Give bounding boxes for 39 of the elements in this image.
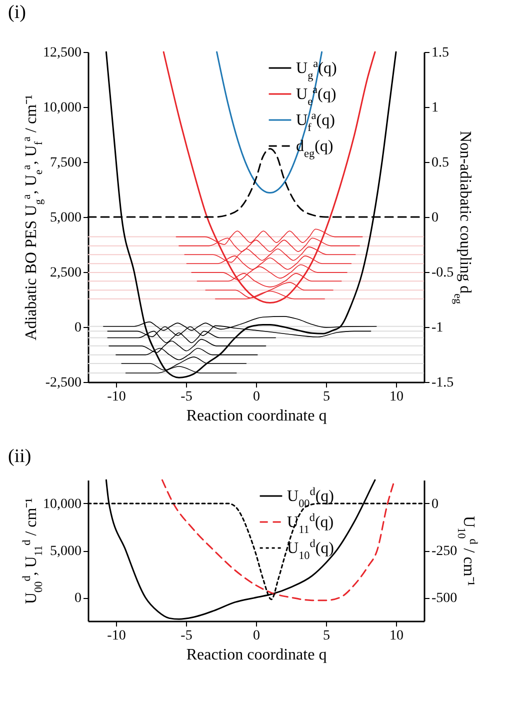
y2-tick-label: -250 <box>432 544 458 559</box>
x-tick-label: -10 <box>107 628 126 644</box>
y-tick-label: 5,000 <box>50 544 82 559</box>
x-tick-label: 10 <box>390 390 404 404</box>
x-tick-label: 0 <box>253 390 260 404</box>
line-series <box>162 51 376 304</box>
y-tick-label: 7,500 <box>50 156 82 170</box>
y-tick-label: 0 <box>74 591 82 606</box>
y2-tick-label: 1.5 <box>432 46 449 60</box>
chart-title: (ii) <box>8 446 32 468</box>
y2-tick-label: 0 <box>432 497 438 512</box>
y-tick-label: -2,500 <box>45 376 82 390</box>
y-tick-label: 10,000 <box>43 497 82 512</box>
x-tick-label: 5 <box>323 390 330 404</box>
line-series <box>161 479 396 602</box>
y-tick-label: 5,000 <box>50 210 82 226</box>
y-tick-label: 10,000 <box>43 100 82 116</box>
legend-label: U$_{f}$$^{a}$(q) <box>296 110 335 134</box>
x-tick-label: 5 <box>323 628 330 644</box>
x-axis-title: Reaction coordinate q <box>186 408 327 424</box>
x-tick-label: -5 <box>180 628 192 644</box>
legend-label: U$_{00}$$^{d}$(q) <box>287 486 334 510</box>
x-tick-label: -5 <box>180 390 192 404</box>
y-tick-label: 2,500 <box>50 266 82 280</box>
y-tick-label: 0 <box>74 320 82 336</box>
y2-tick-label: 0.5 <box>432 156 449 170</box>
y2-tick-label: -500 <box>432 591 458 606</box>
y2-tick-label: 1 <box>432 100 438 116</box>
x-tick-label: -10 <box>107 390 126 404</box>
x-tick-label: 10 <box>390 628 404 644</box>
y2-tick-label: -0.5 <box>432 266 454 280</box>
y2-tick-label: -1.5 <box>432 376 454 390</box>
chart-title: (i) <box>8 2 26 24</box>
y2-tick-label: -1 <box>432 320 444 336</box>
x-axis-title: Reaction coordinate q <box>186 646 327 664</box>
legend-label: U$_{10}$$^{d}$(q) <box>287 538 334 562</box>
y-tick-label: 12,500 <box>43 46 82 60</box>
x-tick-label: 0 <box>253 628 260 644</box>
y2-tick-label: 0 <box>432 210 438 226</box>
